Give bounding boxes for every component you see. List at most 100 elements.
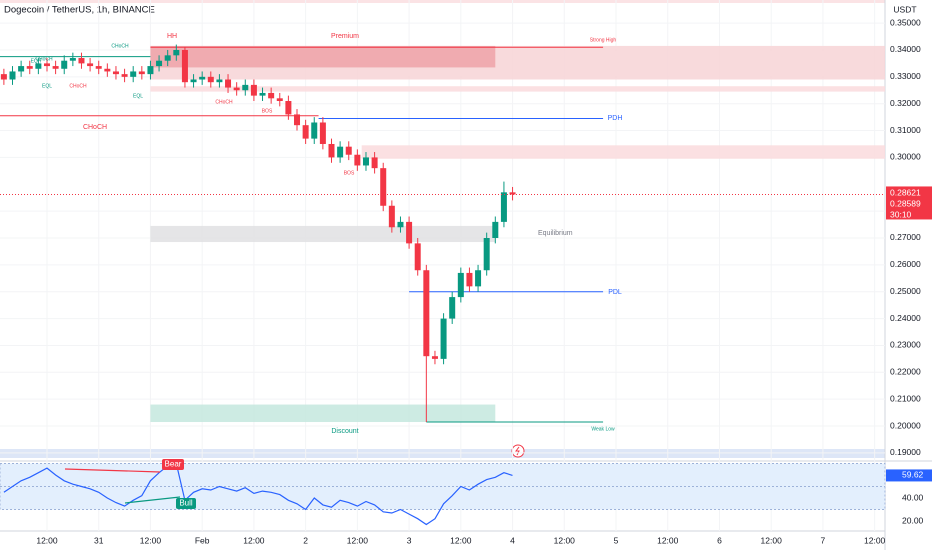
candle-body — [380, 168, 387, 206]
last-price: 0.28621 — [890, 188, 921, 198]
annotation: CHoCH — [83, 124, 107, 131]
zone — [150, 86, 886, 92]
x-tick-label: 12:00 — [36, 535, 58, 545]
candle-body — [466, 272, 473, 287]
x-tick-label: 12:00 — [140, 535, 162, 545]
candle-body — [397, 221, 404, 228]
candle-body — [328, 143, 335, 158]
candle-body — [414, 243, 421, 271]
candle-body — [362, 157, 369, 166]
candle-body — [354, 154, 361, 166]
rsi-last: 59.62 — [902, 470, 924, 480]
candle-body — [95, 66, 102, 69]
candle-body — [388, 205, 395, 228]
candle-body — [431, 356, 438, 359]
candle-body — [35, 63, 42, 69]
x-tick-label: 5 — [614, 535, 619, 545]
bear-tag — [162, 459, 184, 470]
candle-body — [225, 79, 232, 88]
annotation: PDH — [608, 115, 623, 122]
candle-body — [371, 157, 378, 169]
x-tick-label: 12:00 — [347, 535, 369, 545]
y-tick-label: 0.23000 — [890, 340, 921, 350]
candle-body — [104, 68, 111, 72]
candle-body — [9, 71, 16, 80]
chart-title: Dogecoin / TetherUS, 1h, BINANCE — [4, 5, 155, 16]
candle-body — [406, 221, 413, 244]
candle-body — [500, 192, 507, 222]
y-tick-label: 0.22000 — [890, 367, 921, 377]
candle-body — [190, 79, 197, 83]
candle-body — [423, 270, 430, 357]
rsi-tick-label: 20.00 — [902, 515, 924, 525]
candle-body — [61, 60, 68, 69]
candle-body — [199, 76, 206, 80]
candle-body — [457, 272, 464, 298]
candle-body — [449, 297, 456, 319]
candle-body — [18, 66, 25, 72]
candle-body — [121, 74, 128, 77]
candle-body — [69, 58, 76, 61]
candle-body — [294, 114, 301, 126]
annotation: EQL — [133, 93, 143, 99]
y-tick-label: 0.27000 — [890, 232, 921, 242]
candle-body — [509, 192, 516, 195]
x-tick-label: Feb — [195, 535, 210, 545]
candle-body — [319, 122, 326, 144]
price-tag — [886, 186, 932, 220]
rsi-line — [3, 462, 513, 526]
y-tick-label: 0.32000 — [890, 98, 921, 108]
candle-body — [302, 125, 309, 139]
annotation: BOS — [262, 108, 273, 114]
x-tick-label: 3 — [407, 535, 412, 545]
bull-label: Bull — [179, 499, 193, 508]
rsi-tag — [886, 469, 932, 482]
candle-body — [52, 66, 59, 69]
candle-body — [259, 92, 266, 96]
annotation: Weak Low — [591, 426, 615, 432]
annotation: Premium — [331, 33, 359, 40]
candle-body — [311, 122, 318, 139]
y-tick-label: 0.21000 — [890, 393, 921, 403]
candle-body — [0, 74, 7, 80]
candle-body — [216, 79, 223, 83]
y-tick-label: 0.35000 — [890, 17, 921, 27]
x-tick-label: 6 — [717, 535, 722, 545]
bear-label: Bear — [165, 460, 182, 469]
candle-body — [440, 318, 447, 359]
annotation: EQL — [42, 83, 52, 89]
zone — [150, 225, 496, 243]
annotation: BOS — [344, 170, 355, 176]
candle-body — [138, 71, 145, 75]
bear-divergence — [64, 468, 161, 473]
annotation: Equilibrium — [538, 230, 573, 237]
countdown: 30:10 — [890, 210, 912, 220]
candle-body — [492, 221, 499, 238]
candle-body — [207, 76, 214, 83]
zone — [361, 145, 885, 159]
y-tick-label: 0.19000 — [890, 447, 921, 457]
y-tick-label: 0.30000 — [890, 152, 921, 162]
y-tick-label: 0.20000 — [890, 420, 921, 430]
rsi-tick-label: 40.00 — [902, 492, 924, 502]
candle-body — [483, 237, 490, 271]
top-band — [0, 0, 885, 3]
candle-body — [173, 49, 180, 56]
y-tick-label: 0.26000 — [890, 259, 921, 269]
candle-body — [181, 49, 188, 83]
candle-body — [164, 55, 171, 61]
candle-body — [130, 71, 137, 77]
y-tick-label: 0.24000 — [890, 313, 921, 323]
y-tick-label: 0.31000 — [890, 125, 921, 135]
x-tick-label: 12:00 — [864, 535, 886, 545]
y-tick-label: 0.25000 — [890, 286, 921, 296]
annotation: Strong High — [590, 37, 617, 43]
annotation: HH — [167, 33, 177, 40]
zone — [150, 45, 496, 68]
x-tick-label: 2 — [303, 535, 308, 545]
candle-body — [242, 84, 249, 91]
candle-body — [345, 146, 352, 155]
candle-body — [112, 71, 119, 75]
